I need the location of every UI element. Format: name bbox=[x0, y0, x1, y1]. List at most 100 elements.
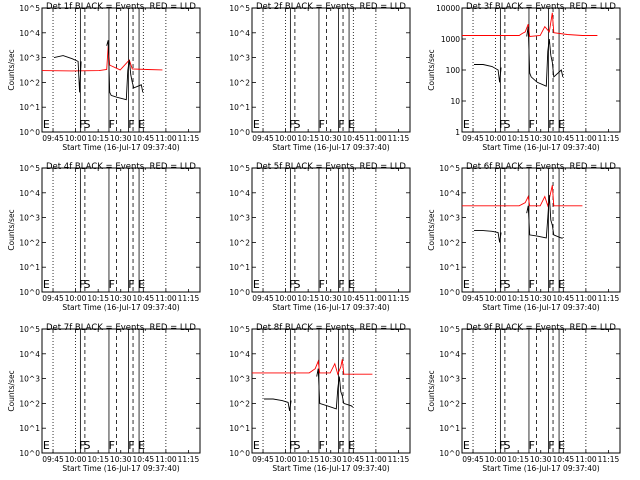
y-tick-label: 10^4 bbox=[229, 350, 250, 359]
interval-marker-label: F bbox=[499, 118, 505, 131]
y-tick-label: 10^1 bbox=[229, 424, 250, 433]
y-tick-label: 10^2 bbox=[229, 238, 250, 247]
series-line bbox=[474, 230, 502, 243]
interval-marker-label: S bbox=[504, 439, 511, 452]
x-tick-label: 10:45 bbox=[133, 134, 155, 143]
y-tick-label: 10^3 bbox=[19, 214, 40, 223]
x-tick-label: 10:30 bbox=[320, 294, 342, 303]
interval-marker-label: F bbox=[529, 118, 535, 131]
y-tick-label: 10^4 bbox=[19, 29, 40, 38]
y-axis-label: Counts/sec bbox=[427, 370, 436, 411]
interval-marker-label: F bbox=[548, 278, 554, 291]
y-tick-label: 10^2 bbox=[439, 238, 460, 247]
x-tick-label: 11:00 bbox=[575, 455, 597, 464]
x-axis-label: Start Time (16-Jul-17 09:37:40) bbox=[482, 464, 599, 473]
y-tick-label: 10^0 bbox=[439, 449, 460, 458]
interval-marker-label: E bbox=[348, 439, 355, 452]
x-tick-label: 09:45 bbox=[42, 134, 64, 143]
x-tick-label: 11:00 bbox=[155, 455, 177, 464]
y-tick-label: 10 bbox=[450, 97, 460, 106]
plot-frame bbox=[461, 167, 621, 293]
y-tick-label: 10^0 bbox=[439, 288, 460, 297]
y-tick-label: 10^1 bbox=[19, 263, 40, 272]
x-tick-label: 11:00 bbox=[575, 134, 597, 143]
x-tick-label: 10:45 bbox=[133, 455, 155, 464]
y-tick-label: 10^3 bbox=[439, 214, 460, 223]
y-tick-label: 10^1 bbox=[19, 103, 40, 112]
series-line bbox=[474, 64, 502, 83]
y-tick-label: 10^2 bbox=[19, 238, 40, 247]
y-tick-label: 10^2 bbox=[19, 399, 40, 408]
series-line bbox=[526, 195, 563, 239]
y-tick-label: 10^3 bbox=[229, 375, 250, 384]
plot-frame bbox=[251, 7, 411, 133]
panel-title: Det 2f BLACK = Events, RED = LLD bbox=[256, 2, 406, 12]
x-tick-label: 10:30 bbox=[320, 455, 342, 464]
y-tick-label: 10^5 bbox=[19, 164, 40, 173]
interval-marker-label: F bbox=[338, 118, 344, 131]
x-tick-label: 10:00 bbox=[275, 455, 297, 464]
x-tick-label: 10:00 bbox=[65, 455, 87, 464]
y-axis-label: Counts/sec bbox=[7, 49, 16, 90]
interval-marker-label: E bbox=[558, 118, 565, 131]
interval-marker-label: E bbox=[253, 439, 260, 452]
y-tick-label: 10^5 bbox=[229, 325, 250, 334]
y-tick-label: 10^1 bbox=[439, 424, 460, 433]
x-tick-label: 10:00 bbox=[485, 455, 507, 464]
interval-marker-label: F bbox=[289, 118, 295, 131]
x-tick-label: 11:15 bbox=[388, 134, 410, 143]
interval-marker-label: E bbox=[43, 439, 50, 452]
x-tick-label: 10:45 bbox=[133, 294, 155, 303]
plot-frame bbox=[461, 7, 621, 133]
interval-marker-label: F bbox=[79, 118, 85, 131]
interval-marker-label: E bbox=[43, 118, 50, 131]
x-tick-label: 09:45 bbox=[42, 294, 64, 303]
interval-marker-label: S bbox=[504, 118, 511, 131]
y-tick-label: 10^0 bbox=[19, 128, 40, 137]
interval-marker-label: F bbox=[128, 118, 134, 131]
y-tick-label: 10^2 bbox=[229, 399, 250, 408]
x-tick-label: 10:00 bbox=[485, 134, 507, 143]
x-axis-label: Start Time (16-Jul-17 09:37:40) bbox=[272, 303, 389, 312]
plot-frame bbox=[251, 328, 411, 454]
x-tick-label: 10:15 bbox=[507, 134, 529, 143]
series-line bbox=[264, 398, 292, 411]
x-tick-label: 10:45 bbox=[343, 294, 365, 303]
x-tick-label: 10:30 bbox=[530, 134, 552, 143]
x-tick-label: 11:15 bbox=[388, 455, 410, 464]
interval-marker-label: E bbox=[43, 278, 50, 291]
x-tick-label: 11:00 bbox=[365, 455, 387, 464]
y-tick-label: 10^1 bbox=[229, 263, 250, 272]
x-tick-label: 09:45 bbox=[252, 294, 274, 303]
interval-marker-label: F bbox=[499, 439, 505, 452]
interval-marker-label: F bbox=[128, 278, 134, 291]
x-tick-label: 11:15 bbox=[598, 134, 620, 143]
interval-marker-label: E bbox=[463, 118, 470, 131]
interval-marker-label: E bbox=[558, 278, 565, 291]
panel-title: Det 9f BLACK = Events, RED = LLD bbox=[466, 323, 616, 333]
x-tick-label: 10:45 bbox=[343, 134, 365, 143]
x-tick-label: 10:30 bbox=[110, 294, 132, 303]
plot-frame bbox=[41, 167, 201, 293]
y-tick-label: 10^1 bbox=[439, 263, 460, 272]
y-tick-label: 10^4 bbox=[19, 189, 40, 198]
x-tick-label: 11:00 bbox=[155, 294, 177, 303]
interval-marker-label: F bbox=[79, 278, 85, 291]
interval-marker-label: E bbox=[138, 439, 145, 452]
x-tick-label: 09:45 bbox=[252, 455, 274, 464]
x-tick-label: 10:30 bbox=[110, 455, 132, 464]
y-tick-label: 10^5 bbox=[229, 4, 250, 13]
interval-marker-label: E bbox=[348, 278, 355, 291]
y-tick-label: 10^5 bbox=[229, 164, 250, 173]
x-tick-label: 10:30 bbox=[320, 134, 342, 143]
x-tick-label: 11:15 bbox=[598, 455, 620, 464]
x-tick-label: 09:45 bbox=[462, 455, 484, 464]
y-tick-label: 100 bbox=[446, 66, 461, 75]
x-tick-label: 10:15 bbox=[297, 294, 319, 303]
x-axis-label: Start Time (16-Jul-17 09:37:40) bbox=[62, 143, 179, 152]
series-line bbox=[41, 45, 163, 72]
panel-title: Det 1f BLACK = Events, RED = LLD bbox=[46, 2, 196, 12]
x-tick-label: 10:45 bbox=[343, 455, 365, 464]
